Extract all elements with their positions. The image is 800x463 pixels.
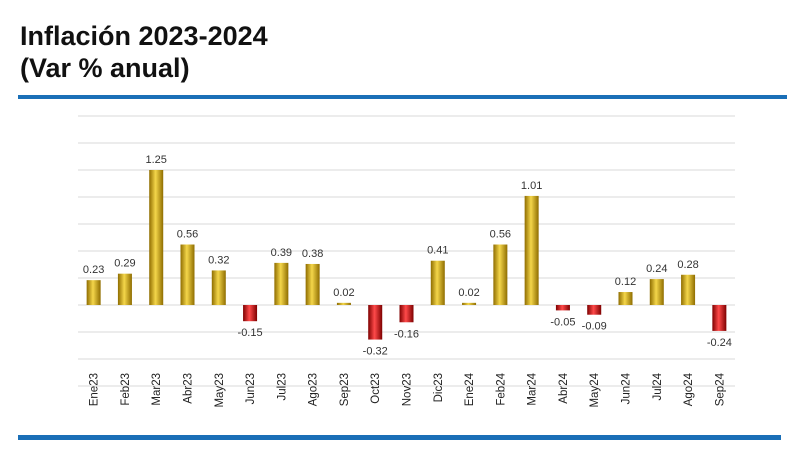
bar-dic23	[430, 260, 445, 305]
bar-ago24	[681, 274, 696, 305]
x-tick-nov23: Nov23	[402, 373, 414, 406]
value-label-nov23: -0.16	[394, 328, 419, 340]
value-labels: 0.23 0.29 1.25 0.56 0.32 -0.15 0.39 0.38 0.02 -0.…	[83, 154, 732, 358]
bottom-divider	[18, 435, 781, 440]
x-tick-may24: May24	[589, 372, 601, 407]
value-label-ago23: 0.38	[302, 248, 323, 260]
bar-abr23	[180, 244, 195, 305]
bar-nov23	[399, 305, 414, 323]
bar-jul23	[274, 262, 289, 305]
bar-feb24	[493, 244, 508, 305]
value-label-jun23: -0.15	[238, 327, 263, 339]
value-label-jul23: 0.39	[271, 247, 292, 259]
x-tick-jul24: Jul24	[652, 372, 664, 400]
bar-ene24	[462, 302, 477, 305]
x-tick-jul23: Jul23	[276, 373, 288, 401]
value-label-abr23: 0.56	[177, 229, 198, 241]
title-line-1: Inflación 2023-2024	[20, 21, 268, 51]
value-label-feb23: 0.29	[114, 258, 135, 270]
x-tick-jun24: Jun24	[621, 372, 633, 404]
x-tick-labels: Ene23 Feb23 Mar23 Abr23 May23 Jun23 Jul23 Ago23…	[89, 372, 727, 407]
value-label-may23: 0.32	[208, 254, 229, 266]
value-label-oct23: -0.32	[363, 346, 388, 358]
bar-mar24	[524, 195, 539, 305]
x-tick-sep23: Sep23	[339, 373, 351, 406]
x-tick-abr23: Abr23	[183, 373, 195, 404]
value-label-ago24: 0.28	[677, 259, 698, 271]
bar-may23	[211, 270, 226, 305]
bar-oct23	[368, 305, 383, 340]
bar-may24	[587, 305, 602, 315]
value-label-jul24: 0.24	[646, 263, 667, 275]
x-tick-sep24: Sep24	[714, 372, 726, 406]
value-label-abr24: -0.05	[550, 316, 575, 328]
bar-ene23	[86, 280, 101, 305]
x-tick-feb24: Feb24	[495, 372, 507, 405]
bar-jun23	[243, 305, 258, 322]
x-tick-jun23: Jun23	[245, 373, 257, 404]
value-label-dic23: 0.41	[427, 245, 448, 257]
bar-jun24	[618, 292, 633, 305]
x-tick-oct23: Oct23	[370, 373, 382, 404]
page-title: Inflación 2023-2024 (Var % anual)	[20, 20, 268, 84]
bar-sep23	[336, 302, 351, 305]
x-tick-ago23: Ago23	[308, 373, 320, 406]
value-label-ene23: 0.23	[83, 264, 104, 276]
value-label-jun24: 0.12	[615, 276, 636, 288]
value-label-sep24: -0.24	[707, 337, 732, 349]
bar-sep24	[712, 305, 727, 331]
x-tick-dic23: Dic23	[433, 373, 445, 402]
title-line-2: (Var % anual)	[20, 53, 190, 83]
value-label-mar24: 1.01	[521, 180, 542, 192]
x-tick-may23: May23	[214, 373, 226, 408]
bar-mar23	[149, 170, 164, 305]
x-tick-abr24: Abr24	[558, 372, 570, 403]
bar-jul24	[649, 279, 664, 305]
x-tick-mar23: Mar23	[151, 373, 163, 406]
value-label-ene24: 0.02	[458, 287, 479, 299]
value-label-sep23: 0.02	[333, 287, 354, 299]
bar-ago23	[305, 263, 320, 305]
x-tick-ago24: Ago24	[683, 372, 695, 406]
x-tick-feb23: Feb23	[120, 373, 132, 406]
bar-feb23	[117, 273, 132, 305]
x-tick-ene23: Ene23	[89, 373, 101, 406]
value-label-mar23: 1.25	[146, 154, 167, 166]
top-divider	[18, 95, 787, 99]
x-tick-mar24: Mar24	[527, 372, 539, 405]
value-label-may24: -0.09	[582, 321, 607, 333]
bar-abr24	[555, 305, 570, 311]
value-label-feb24: 0.56	[490, 229, 511, 241]
gridlines	[78, 115, 735, 387]
x-tick-ene24: Ene24	[464, 372, 476, 406]
bars-group	[86, 170, 727, 340]
